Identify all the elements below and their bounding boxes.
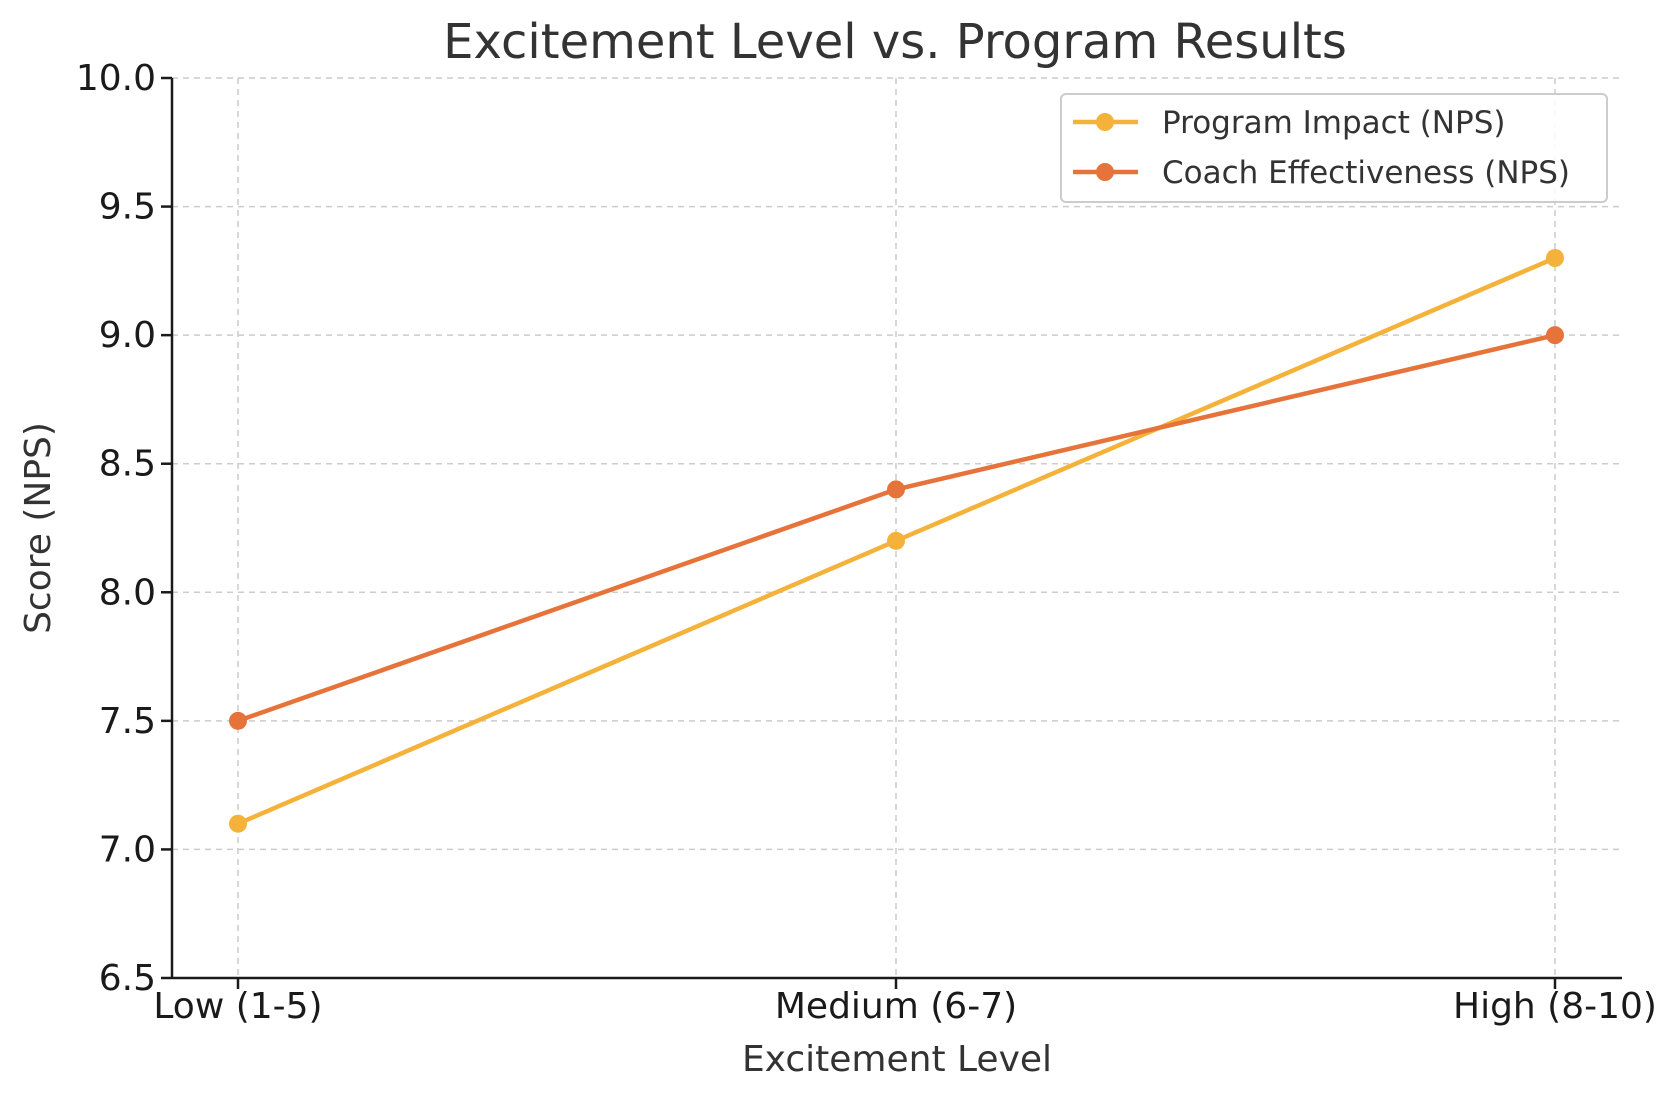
x-tick-label: Medium (6-7) — [775, 986, 1017, 1027]
x-axis-label: Excitement Level — [742, 1039, 1052, 1080]
y-axis-label: Score (NPS) — [18, 422, 59, 634]
grid-lines — [172, 77, 1622, 978]
series-2 — [229, 326, 1564, 730]
data-point — [887, 531, 905, 550]
data-point — [229, 711, 247, 730]
axes — [170, 78, 1622, 980]
legend-swatch-marker — [1096, 163, 1114, 181]
y-tick-label: 10.0 — [76, 58, 156, 99]
data-point — [887, 480, 905, 499]
legend-label: Program Impact (NPS) — [1162, 105, 1505, 141]
y-tick-label: 6.5 — [99, 958, 156, 999]
legend-label: Coach Effectiveness (NPS) — [1162, 155, 1570, 191]
legend-swatch-marker — [1096, 113, 1114, 131]
y-tick-label: 7.0 — [99, 829, 156, 870]
x-tick-label: High (8-10) — [1453, 986, 1657, 1027]
y-tick-label: 8.5 — [99, 444, 156, 485]
series-1 — [229, 249, 1564, 833]
y-tick-label: 9.0 — [99, 315, 156, 356]
x-tick-label: Low (1-5) — [153, 986, 322, 1027]
series — [229, 249, 1564, 833]
chart-title: Excitement Level vs. Program Results — [443, 14, 1347, 70]
legend: Program Impact (NPS) Coach Effectiveness … — [1060, 93, 1608, 203]
data-point — [229, 814, 247, 833]
y-tick-label: 9.5 — [99, 187, 156, 228]
ticks: 6.5 7.0 7.5 8.0 8.5 9.0 9.5 10.0 Low (1-5) Medium… — [76, 58, 1657, 1027]
legend-box — [1060, 93, 1608, 203]
legend-item: Coach Effectiveness (NPS) — [1073, 155, 1570, 191]
data-point — [1546, 249, 1564, 267]
legend-item: Program Impact (NPS) — [1073, 105, 1505, 141]
y-tick-label: 8.0 — [99, 572, 156, 613]
y-tick-label: 7.5 — [99, 701, 156, 742]
data-point — [1546, 326, 1564, 345]
